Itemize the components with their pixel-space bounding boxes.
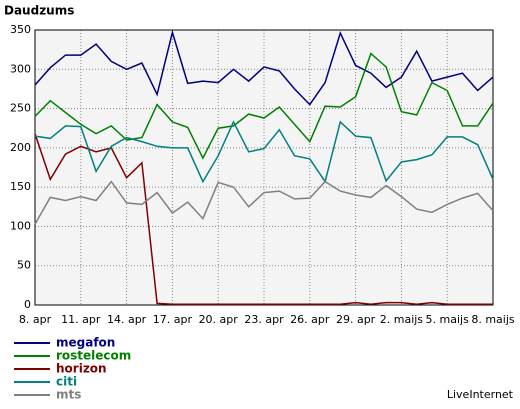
x-tick-label: 11. apr: [61, 313, 101, 326]
x-tick-label: 8. apr: [19, 313, 52, 326]
legend-label: mts: [56, 388, 81, 402]
x-tick-label: 20. apr: [199, 313, 239, 326]
x-tick-label: 8. maijs: [471, 313, 515, 326]
footer: LiveInternet: [447, 388, 514, 401]
y-tick-label: 300: [10, 62, 31, 75]
series-line: [34, 29, 494, 106]
x-tick-label: 23. apr: [244, 313, 284, 326]
y-tick-label: 150: [10, 180, 31, 193]
x-tick-label: 26. apr: [290, 313, 330, 326]
plot-border: [34, 29, 494, 306]
x-tick-label: 29. apr: [336, 313, 376, 326]
chart-title: Daudzums: [4, 4, 74, 18]
plot-area: [35, 30, 493, 305]
y-tick-label: 50: [17, 259, 31, 272]
y-tick-label: 250: [10, 102, 31, 115]
legend-label: horizon: [56, 362, 107, 376]
series-line: [34, 133, 493, 305]
y-tick-label: 350: [10, 23, 31, 36]
series-line: [34, 180, 494, 225]
y-tick-label: 0: [24, 298, 31, 311]
legend-label: rostelecom: [56, 349, 131, 363]
x-tick-label: 5. maijs: [426, 313, 470, 326]
x-tick-label: 2. maijs: [380, 313, 424, 326]
x-tick-label: 14. apr: [107, 313, 147, 326]
x-tick-label: 17. apr: [153, 313, 193, 326]
series-line: [34, 52, 494, 160]
legend-label: megafon: [56, 336, 115, 350]
y-tick-label: 100: [10, 219, 31, 232]
legend-label: citi: [56, 375, 77, 389]
series-line: [34, 120, 494, 184]
y-tick-label: 200: [10, 141, 31, 154]
